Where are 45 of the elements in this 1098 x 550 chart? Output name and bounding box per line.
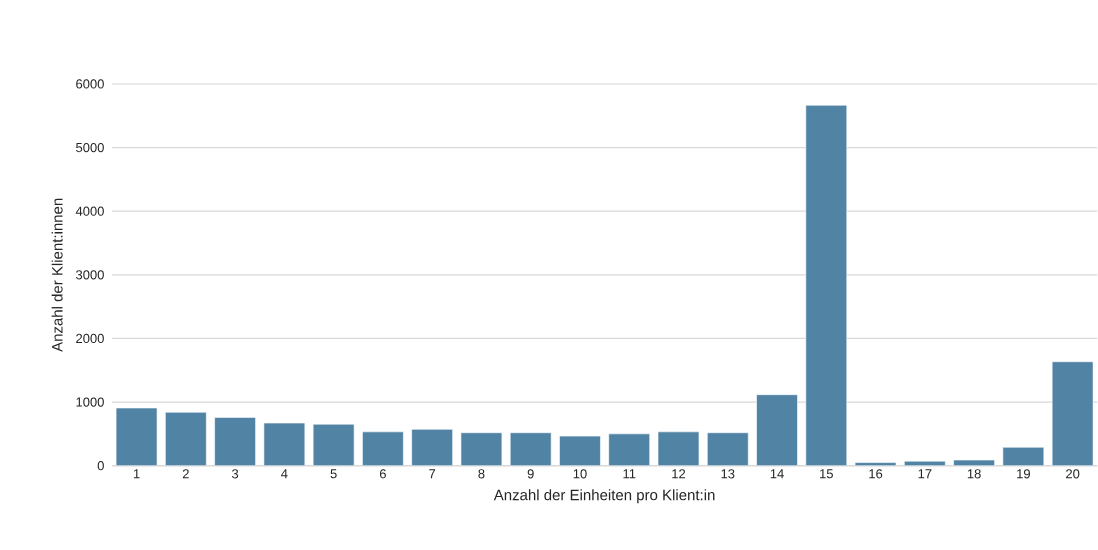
x-tick-label: 12 — [672, 469, 686, 479]
x-tick-label: 4 — [281, 469, 288, 479]
x-tick-label: 10 — [573, 469, 587, 479]
x-tick-label: 9 — [527, 469, 534, 479]
x-tick-label: 11 — [623, 469, 636, 479]
x-tick-label: 17 — [918, 469, 932, 479]
bar — [165, 412, 207, 466]
y-tick-label: 1000 — [76, 397, 104, 407]
bar — [756, 394, 798, 466]
bar — [1051, 361, 1094, 466]
bar — [805, 105, 848, 466]
bar — [460, 432, 503, 466]
y-tick-label: 6000 — [76, 79, 104, 89]
x-tick-label: 2 — [182, 469, 189, 479]
x-tick-label: 8 — [478, 469, 485, 479]
x-tick-label: 6 — [379, 469, 386, 479]
y-axis-title: Anzahl der Klient:innen — [51, 198, 63, 353]
bar — [706, 432, 749, 466]
bar — [608, 433, 651, 466]
y-tick-label: 5000 — [76, 143, 104, 153]
bar — [214, 417, 256, 466]
x-tick-label: 1 — [133, 469, 140, 479]
bar — [559, 435, 601, 466]
bar — [312, 424, 355, 466]
bar — [657, 431, 700, 466]
y-tick-label: 2000 — [76, 334, 104, 344]
x-tick-label: 5 — [330, 469, 337, 479]
bar — [362, 431, 404, 466]
x-tick-label: 20 — [1066, 469, 1080, 479]
y-tick-label: 4000 — [75, 206, 104, 216]
x-axis-title: Anzahl der Einheiten pro Klient:in — [493, 489, 715, 504]
x-tick-label: 3 — [231, 469, 239, 479]
bar — [263, 422, 306, 466]
x-tick-label: 15 — [820, 469, 833, 479]
y-tick-label: 0 — [97, 461, 104, 471]
bar — [411, 429, 453, 466]
x-tick-label: 19 — [1017, 469, 1030, 479]
x-tick-label: 16 — [869, 469, 883, 479]
x-tick-label: 7 — [429, 469, 436, 479]
bar — [509, 432, 552, 466]
x-tick-label: 13 — [721, 469, 735, 479]
bar — [115, 407, 158, 466]
x-tick-label: 18 — [967, 469, 981, 479]
x-tick-label: 14 — [770, 469, 784, 479]
y-tick-label: 3000 — [76, 270, 104, 280]
